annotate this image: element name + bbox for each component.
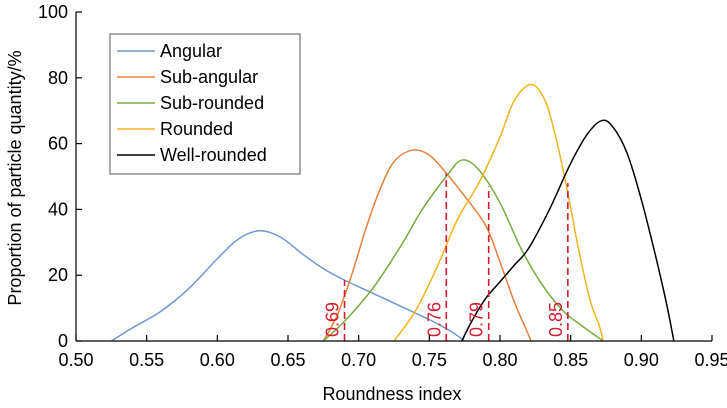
y-tick-label: 60: [48, 134, 68, 154]
x-tick-label: 0.50: [58, 350, 93, 370]
legend-label: Sub-rounded: [160, 93, 264, 113]
x-tick-label: 0.85: [553, 350, 588, 370]
cutoff-label: 0.79: [467, 302, 487, 337]
legend: Angular Sub-angular Sub-rounded Rounded Well…: [109, 33, 301, 175]
x-axis-title: Roundness index: [322, 384, 461, 404]
curves-layer: [110, 83, 675, 342]
x-tick-label: 0.80: [482, 350, 517, 370]
series-line-rounded: [393, 83, 604, 342]
x-tick-label: 0.55: [129, 350, 164, 370]
x-tick-label: 0.75: [412, 350, 447, 370]
legend-box: [109, 33, 301, 175]
x-tick-label: 0.90: [624, 350, 659, 370]
cutoff-lines-layer: 0.69 0.76 0.79 0.85: [323, 173, 569, 341]
legend-label: Angular: [160, 41, 222, 61]
axes-layer: [75, 12, 712, 342]
series-line-sub-rounded: [322, 159, 604, 342]
legend-label: Well-rounded: [160, 145, 267, 165]
cutoff-label: 0.69: [323, 302, 343, 337]
series-line-angular: [110, 230, 466, 342]
y-axis-title: Proportion of particle quantity/%: [5, 50, 25, 305]
x-tick-label: 0.70: [341, 350, 376, 370]
cutoff-label: 0.85: [546, 302, 566, 337]
y-ticks: 0 20 40 60 80 100: [38, 2, 82, 351]
legend-label: Sub-angular: [160, 67, 258, 87]
y-tick-label: 20: [48, 265, 68, 285]
x-tick-label: 0.60: [200, 350, 235, 370]
x-ticks: 0.50 0.55 0.60 0.65 0.70 0.75 0.80 0.85 0.90 0.95: [58, 335, 727, 370]
series-line-well-rounded: [461, 119, 675, 342]
x-tick-label: 0.95: [694, 350, 727, 370]
series-line-sub-angular: [322, 149, 532, 342]
legend-label: Rounded: [160, 119, 233, 139]
x-tick-label: 0.65: [270, 350, 305, 370]
cutoff-label: 0.76: [424, 302, 444, 337]
y-tick-label: 0: [58, 331, 68, 351]
y-tick-label: 80: [48, 68, 68, 88]
legend-items: Angular Sub-angular Sub-rounded Rounded Well…: [117, 41, 267, 165]
y-tick-label: 100: [38, 2, 68, 22]
y-tick-label: 40: [48, 199, 68, 219]
